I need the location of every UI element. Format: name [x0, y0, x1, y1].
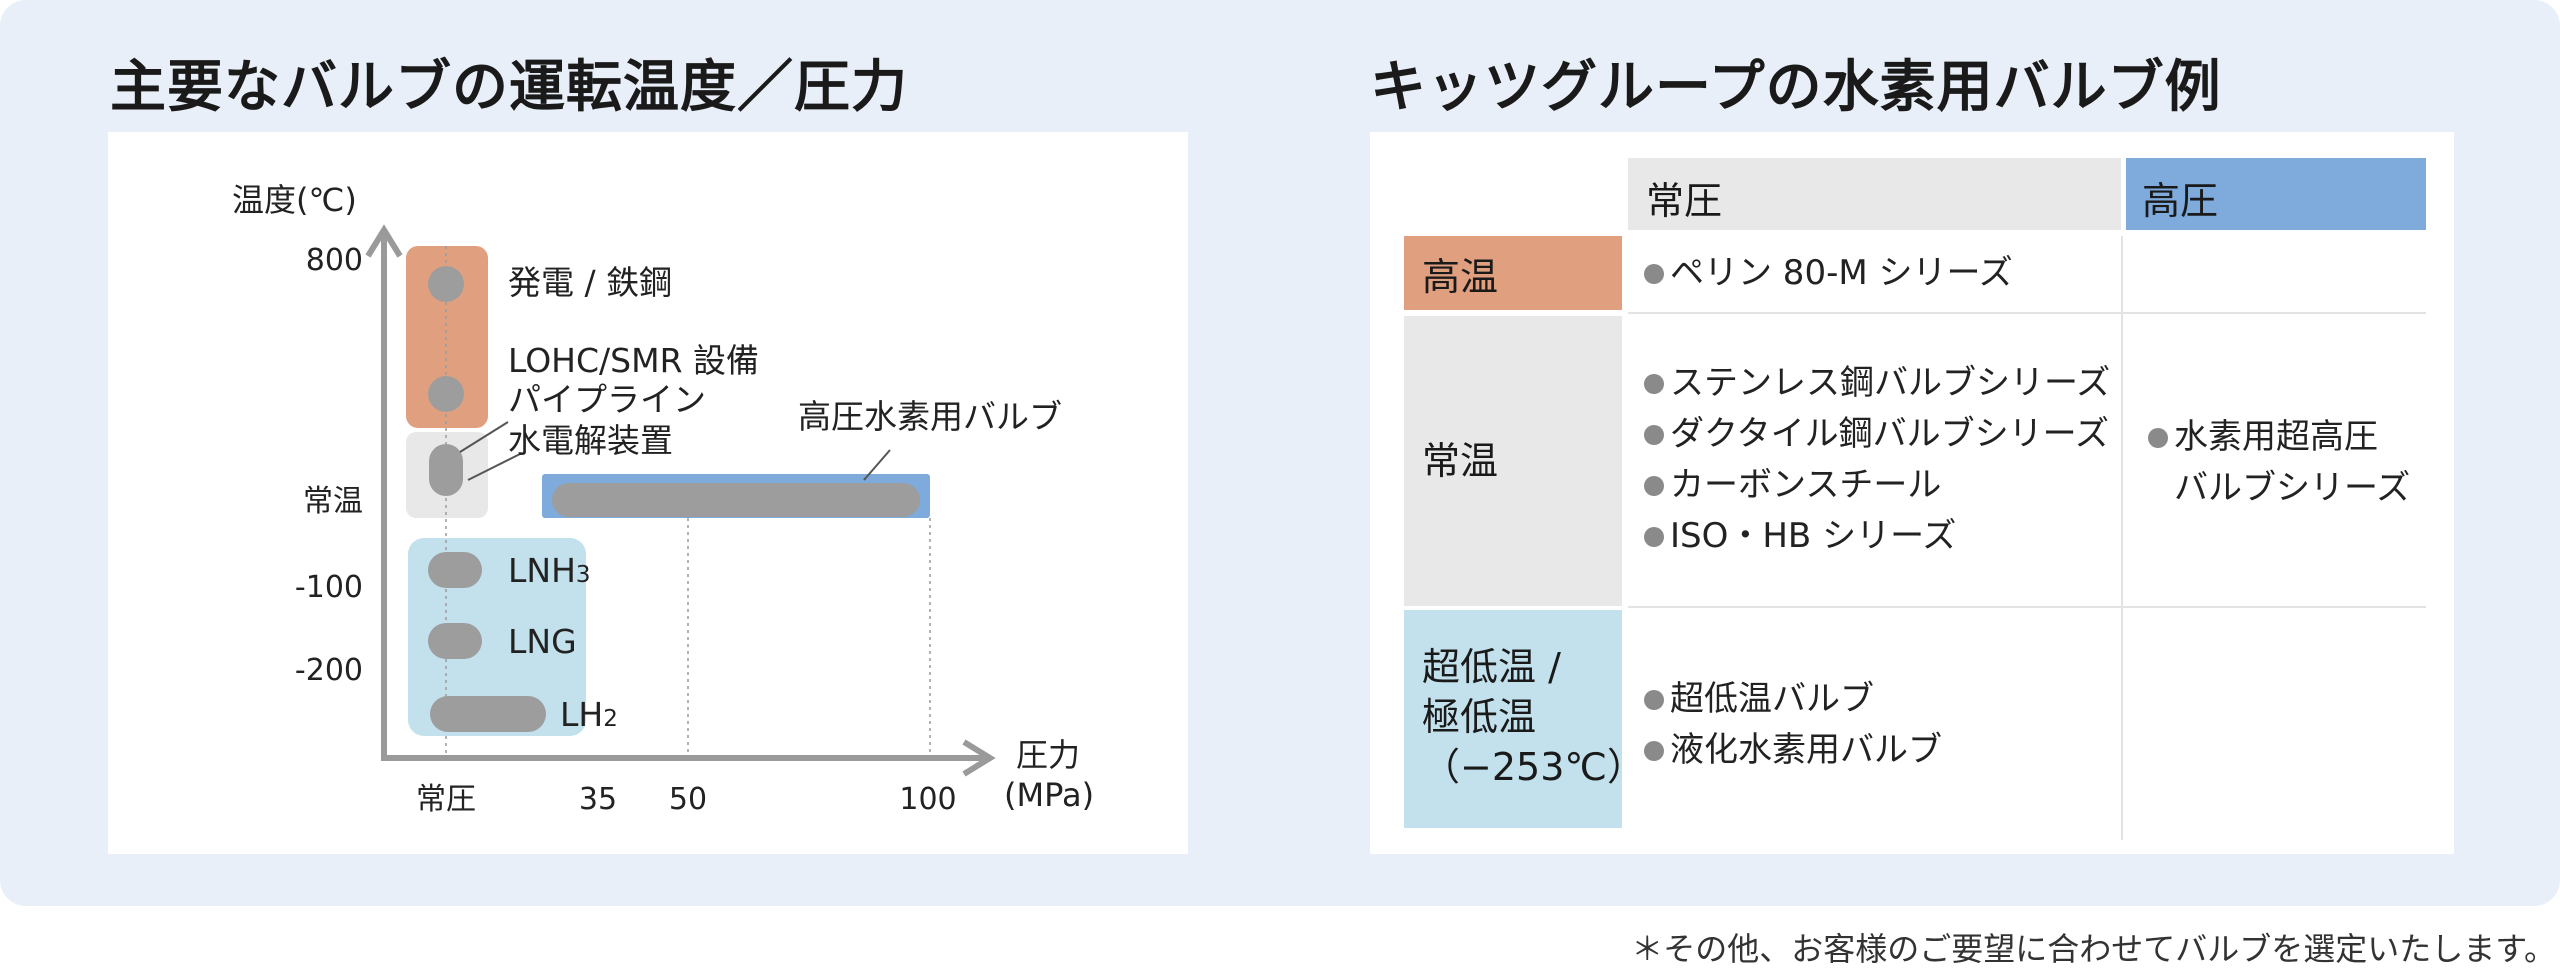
- mark-label: LH2: [560, 695, 618, 734]
- mark-label: 発電 / 鉄鋼: [508, 263, 672, 302]
- cell-ambient-normal: ステンレス鋼バルブシリーズ ダクタイル鋼バルブシリーズ カーボンスチール ISO・HB…: [1644, 358, 2110, 562]
- mark-label: LOHC/SMR 設備: [508, 341, 759, 380]
- mark-lng: [428, 623, 482, 659]
- list-item-text: ペリン 80-M シリーズ: [1670, 253, 2013, 293]
- y-axis-label: 温度(℃): [232, 181, 357, 219]
- background-panel: 主要なバルブの運転温度／圧力 キッツグループの水素用バルブ例 温度(℃) 圧力 (M…: [0, 0, 2560, 906]
- mark-high-pressure-valve: [552, 483, 920, 517]
- row-label-cell: [1404, 316, 1622, 606]
- cell-cryogenic-normal: 超低温バルブ液化水素用バルブ: [1644, 674, 1942, 776]
- list-item: ISO・HB シリーズ: [1644, 511, 2110, 562]
- y-tick-label: -100: [295, 570, 363, 605]
- mark-pipeline-electrolyzer: [429, 444, 463, 496]
- row-divider: [1628, 606, 2426, 608]
- row-label-cell: [1404, 610, 1622, 828]
- mark-label-subscript: 3: [576, 562, 591, 588]
- y-tick-label: 800: [306, 243, 363, 278]
- list-item: バルブシリーズ: [2148, 463, 2410, 514]
- bullet-icon: [1644, 740, 1664, 761]
- y-tick-label: 常温: [303, 484, 363, 519]
- list-item: ペリン 80-M シリーズ: [1644, 248, 2013, 299]
- list-item: 超低温バルブ: [1644, 674, 1942, 725]
- leader-line: [459, 421, 509, 453]
- x-axis-arrow: [962, 739, 996, 777]
- mark-label: 高圧水素用バルブ: [798, 397, 1062, 436]
- row-divider: [1628, 312, 2426, 314]
- cell-high-temp-normal: ペリン 80-M シリーズ: [1644, 248, 2013, 299]
- row-label-high-temp: 高温: [1422, 255, 1499, 299]
- mark-label: パイプライン: [508, 380, 706, 419]
- bullet-icon: [1644, 526, 1664, 547]
- mark-power-steel: [428, 266, 464, 302]
- y-axis-arrow: [365, 224, 403, 258]
- x-axis-unit: (MPa): [1004, 776, 1094, 814]
- valve-table: 常圧 高圧高温常温超低温 / 極低温 （−253℃） ペリン 80-M シリーズステンレ…: [1370, 132, 2454, 854]
- header-cell-high: [2124, 158, 2426, 230]
- temperature-pressure-chart: 温度(℃) 圧力(MPa) 800 常温 -100 -200 常圧 35 50 100 発電 / 鉄…: [232, 181, 1094, 817]
- row-label-cryogenic: 超低温 / 極低温 （−253℃）: [1422, 642, 1645, 792]
- bullet-icon: [2148, 427, 2168, 448]
- mark-lohc-smr: [428, 376, 464, 412]
- list-item-text: バルブシリーズ: [2174, 468, 2411, 508]
- column-divider: [2121, 236, 2123, 840]
- row-label-line: 超低温 /: [1422, 645, 1561, 689]
- x-axis-label: 圧力: [1016, 736, 1080, 774]
- footnote: ＊その他、お客様のご要望に合わせてバルブを選定いたします。: [1631, 930, 2556, 968]
- bullet-icon: [1644, 263, 1664, 284]
- header-label-high: 高圧: [2142, 179, 2219, 223]
- list-item: ステンレス鋼バルブシリーズ: [1644, 358, 2110, 409]
- row-label-line: 極低温: [1422, 695, 1537, 739]
- list-item: カーボンスチール: [1644, 460, 2110, 511]
- header-label-normal: 常圧: [1646, 179, 1723, 223]
- list-item-text: ダクタイル鋼バルブシリーズ: [1670, 414, 2109, 454]
- bullet-icon: [1644, 424, 1664, 445]
- header-divider: [2121, 158, 2126, 230]
- mark-lh2: [430, 696, 546, 732]
- bullet-icon: [1644, 475, 1664, 496]
- leader-line: [863, 449, 891, 481]
- bullet-icon: [1644, 689, 1664, 710]
- list-item: 液化水素用バルブ: [1644, 725, 1942, 776]
- x-tick-label: 35: [579, 782, 617, 817]
- chart-title: 主要なバルブの運転温度／圧力: [110, 55, 908, 120]
- leader-line: [467, 453, 521, 481]
- x-tick-label: 常圧: [416, 782, 476, 817]
- list-item: ダクタイル鋼バルブシリーズ: [1644, 409, 2110, 460]
- high-temp-region: [406, 246, 488, 428]
- header-cell-normal: [1628, 158, 2124, 230]
- row-label-cell: [1404, 236, 1622, 310]
- x-tick-label: 100: [899, 782, 956, 817]
- y-tick-label: -200: [295, 653, 363, 688]
- bullet-icon: [1644, 373, 1664, 394]
- chart-card: 温度(℃) 圧力 (MPa) 800 常温 -100 -200 常圧 35 50 100 発電 / 鉄…: [108, 132, 1188, 854]
- row-label-ambient: 常温: [1422, 439, 1499, 483]
- list-item-text: ISO・HB シリーズ: [1670, 516, 1957, 556]
- list-item-text: ステンレス鋼バルブシリーズ: [1670, 363, 2111, 403]
- x-tick-label: 50: [669, 782, 707, 817]
- list-item: 水素用超高圧: [2148, 412, 2410, 463]
- list-item-text: 水素用超高圧: [2174, 417, 2378, 457]
- mark-label: LNG: [508, 622, 577, 661]
- list-item-text: 超低温バルブ: [1670, 679, 1874, 719]
- cell-ambient-high: 水素用超高圧 バルブシリーズ: [2148, 412, 2410, 514]
- mark-label: 水電解装置: [508, 421, 673, 460]
- table-title: キッツグループの水素用バルブ例: [1370, 55, 2222, 120]
- list-item-text: 液化水素用バルブ: [1670, 730, 1942, 770]
- mark-lnh3: [428, 552, 482, 588]
- list-item-text: カーボンスチール: [1670, 465, 1942, 505]
- mark-label-subscript: 2: [603, 706, 618, 732]
- row-label-line: （−253℃）: [1422, 745, 1646, 789]
